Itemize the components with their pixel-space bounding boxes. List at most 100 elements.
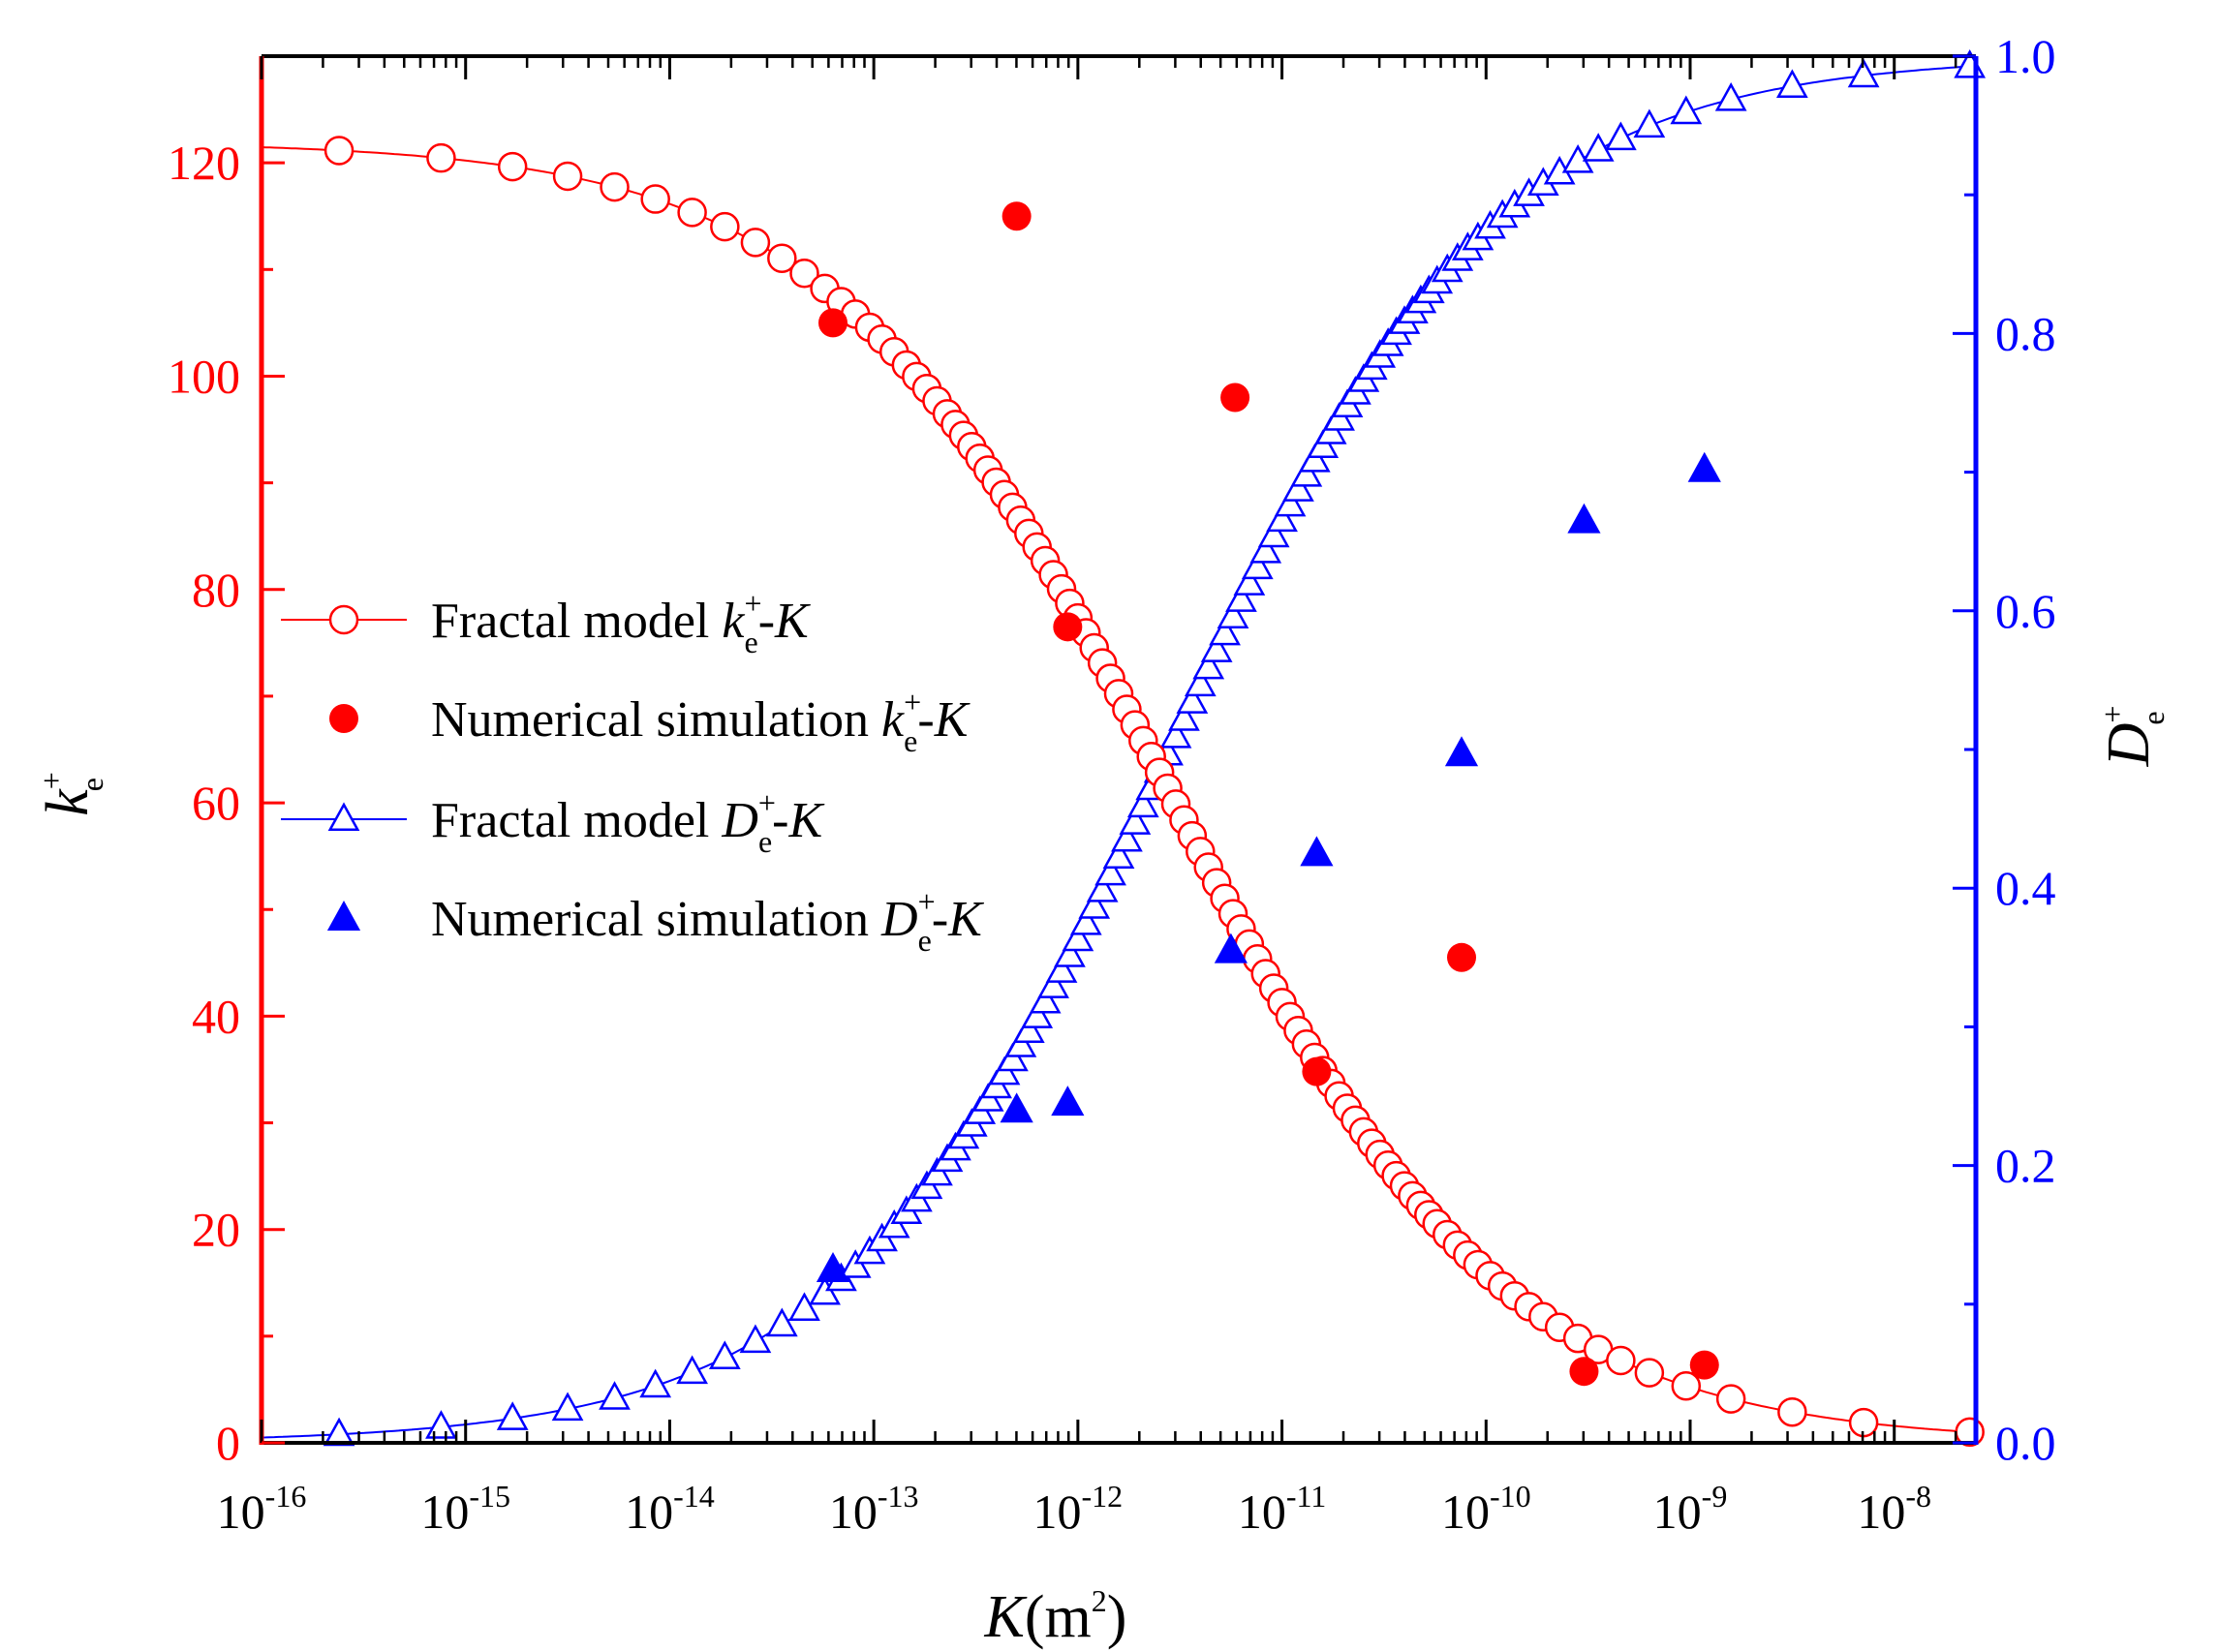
x-tick-exponent: -10 xyxy=(1490,1479,1531,1514)
x-tick-exponent: -12 xyxy=(1082,1479,1124,1514)
de-model-marker xyxy=(765,1307,798,1337)
legend-label-variable: D xyxy=(880,892,918,947)
legend-label-text: Fractal model xyxy=(431,594,722,649)
legend-label-variable: k xyxy=(722,594,745,649)
y-left-tick-label: 40 xyxy=(192,989,240,1043)
de-model-marker xyxy=(788,1292,820,1321)
y-right-tick-label: 0.6 xyxy=(1995,584,2056,638)
ke-model-marker xyxy=(324,136,354,166)
y-left-tick-label: 20 xyxy=(192,1203,240,1257)
ke-simulation-marker xyxy=(1053,612,1083,642)
legend-label-sub: e xyxy=(758,824,772,859)
x-tick-label: 10-14 xyxy=(625,1479,715,1539)
y-right-axis-title-sup: + xyxy=(2095,706,2130,723)
de-model-marker xyxy=(988,1055,1021,1086)
legend: Fractal model k+ e-K Numerical simulation … xyxy=(281,586,984,958)
de-model-marker xyxy=(1069,905,1102,935)
legend-label-dash: - xyxy=(917,692,934,748)
de-model-marker xyxy=(1062,922,1094,952)
x-tick-label: 10-9 xyxy=(1653,1479,1728,1539)
y-left-axis-title-symbol: k xyxy=(35,788,101,816)
x-tick-label: 10-12 xyxy=(1033,1479,1124,1539)
de-model-marker xyxy=(1604,121,1637,151)
de-model-marker xyxy=(1233,566,1266,596)
x-tick-base: 10 xyxy=(1238,1484,1286,1539)
de-model-marker xyxy=(323,1417,355,1447)
legend-label-text: Numerical simulation xyxy=(431,692,881,748)
x-axis-title-symbol: K xyxy=(984,1584,1029,1650)
y-right-tick-label: 1.0 xyxy=(1995,29,2056,83)
de-model-marker xyxy=(1021,999,1054,1028)
y-left-axis-title-sup: + xyxy=(34,772,69,789)
ke-model-marker xyxy=(497,151,528,182)
legend-label-text: Fractal model xyxy=(431,793,722,848)
y-right-tick-label: 0.8 xyxy=(1995,306,2056,360)
ke-model-marker xyxy=(1634,1358,1665,1388)
legend-label: Numerical simulation k+ e-K xyxy=(431,685,971,758)
de-model-marker xyxy=(1582,133,1615,162)
de-model-marker xyxy=(1126,788,1159,818)
y-right-axis-title-sub: e xyxy=(2136,711,2171,724)
x-tick-base: 10 xyxy=(217,1484,265,1539)
y-right-tick-label: 0.2 xyxy=(1995,1139,2056,1193)
x-axis-title-unit-exponent: 2 xyxy=(1092,1583,1107,1618)
ke-model-marker xyxy=(740,228,771,258)
de-model-marker xyxy=(1249,534,1282,564)
ke-model-marker xyxy=(767,243,797,273)
de-model-marker xyxy=(1111,822,1143,852)
x-tick-base: 10 xyxy=(420,1484,469,1539)
de-model-marker xyxy=(1012,1014,1045,1044)
x-tick-exponent: -8 xyxy=(1905,1479,1931,1514)
de-model-marker xyxy=(1290,457,1323,487)
y-right-axis-title: D+ e xyxy=(2095,706,2171,768)
x-tick-label: 10-11 xyxy=(1238,1479,1326,1539)
ke-model-marker xyxy=(1606,1345,1636,1376)
legend-label: Fractal model k+ e-K xyxy=(431,586,811,659)
de-model-marker xyxy=(551,1392,584,1422)
y-right-tick-label: 0.0 xyxy=(1995,1416,2056,1470)
de-simulation-marker xyxy=(1051,1086,1085,1117)
ke-model-marker xyxy=(1777,1396,1807,1427)
legend-label-dash: - xyxy=(758,594,775,649)
de-model-marker xyxy=(1257,518,1290,548)
legend-label-text: Numerical simulation xyxy=(431,892,881,947)
legend-label-variable: k xyxy=(881,692,905,748)
legend-label-k: K xyxy=(934,692,971,748)
x-tick-base: 10 xyxy=(829,1484,878,1539)
de-model-marker xyxy=(1225,583,1257,612)
x-tick-base: 10 xyxy=(625,1484,673,1539)
de-model-marker xyxy=(1847,58,1880,88)
de-model-marker xyxy=(1176,685,1209,714)
de-simulation-marker xyxy=(1300,836,1334,867)
de-simulation-marker xyxy=(1444,736,1479,767)
ke-model-marker xyxy=(640,184,670,214)
de-model-marker xyxy=(921,1156,953,1186)
de-model-marker xyxy=(1266,503,1298,533)
de-simulation-marker xyxy=(1687,451,1721,482)
de-model-marker xyxy=(1633,108,1666,138)
de-model-marker xyxy=(676,1355,708,1385)
ke-simulation-marker xyxy=(1302,1056,1332,1086)
x-axis-title-unit: (m xyxy=(1025,1584,1092,1650)
ke-simulation-marker xyxy=(1569,1357,1599,1387)
legend-swatch-filled-circle xyxy=(329,704,358,733)
de-model-marker xyxy=(1192,650,1225,680)
legend-label-k: K xyxy=(788,793,825,848)
legend-label-sub: e xyxy=(745,625,758,659)
ke-simulation-marker xyxy=(1447,942,1476,972)
legend-label-dash: - xyxy=(932,892,948,947)
x-tick-label: 10-8 xyxy=(1857,1479,1931,1539)
de-model-marker xyxy=(1775,69,1808,99)
de-model-marker xyxy=(1168,702,1200,731)
x-tick-exponent: -16 xyxy=(265,1479,307,1514)
ke-simulation-marker xyxy=(1689,1350,1719,1380)
y-right-axis-title-symbol: D xyxy=(2096,723,2162,768)
de-model-marker xyxy=(1714,82,1747,111)
x-tick-exponent: -9 xyxy=(1702,1479,1728,1514)
de-model-marker xyxy=(1209,616,1241,646)
y-left-tick-label: 60 xyxy=(192,776,240,830)
x-tick-label: 10-15 xyxy=(420,1479,510,1539)
x-tick-exponent: -14 xyxy=(673,1479,715,1514)
x-axis-title-close: ) xyxy=(1107,1584,1127,1650)
